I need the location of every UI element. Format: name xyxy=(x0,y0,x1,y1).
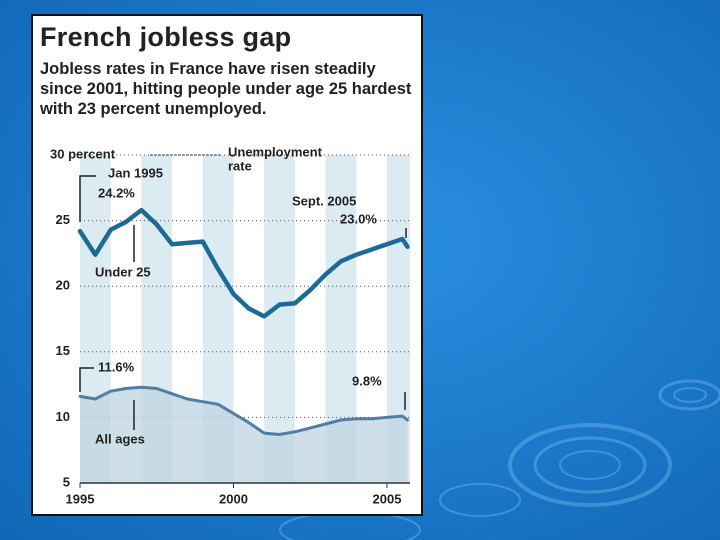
annotation: 24.2% xyxy=(98,185,135,200)
series-line xyxy=(78,385,409,436)
annotation: Jan 1995 xyxy=(108,165,163,180)
x-tick-label: 2005 xyxy=(373,491,402,506)
annotation: 9.8% xyxy=(352,373,382,388)
leader xyxy=(79,175,96,222)
year-band xyxy=(264,155,295,483)
axis-label: Unemployment xyxy=(228,144,323,159)
year-band xyxy=(386,155,410,483)
annotation: 23.0% xyxy=(340,211,377,226)
annotation: All ages xyxy=(95,431,145,446)
axis-label: rate xyxy=(228,158,252,173)
y-tick-label: 15 xyxy=(56,343,70,358)
chart-subtitle: Jobless rates in France have risen stead… xyxy=(40,60,412,118)
annotation: 11.6% xyxy=(98,359,135,374)
header: French jobless gap Jobless rates in Fran… xyxy=(40,22,416,119)
y-tick-label: 30 percent xyxy=(50,146,116,161)
y-tick-label: 10 xyxy=(56,409,70,424)
y-tick-label: 20 xyxy=(56,278,70,293)
annotation: Under 25 xyxy=(95,264,151,279)
y-tick-label: 5 xyxy=(63,474,70,489)
chart-title: French jobless gap xyxy=(40,22,292,52)
plot-area: 5 10 15 20 25 30 percent 1995 2000 2005 xyxy=(50,146,410,506)
leader xyxy=(79,367,94,392)
x-tick-label: 1995 xyxy=(66,491,95,506)
ripples xyxy=(279,379,720,540)
x-tick-label: 2000 xyxy=(219,491,248,506)
series-line xyxy=(77,207,410,319)
area xyxy=(80,387,408,483)
annotation: Sept. 2005 xyxy=(292,193,356,208)
y-tick-label: 25 xyxy=(56,212,70,227)
